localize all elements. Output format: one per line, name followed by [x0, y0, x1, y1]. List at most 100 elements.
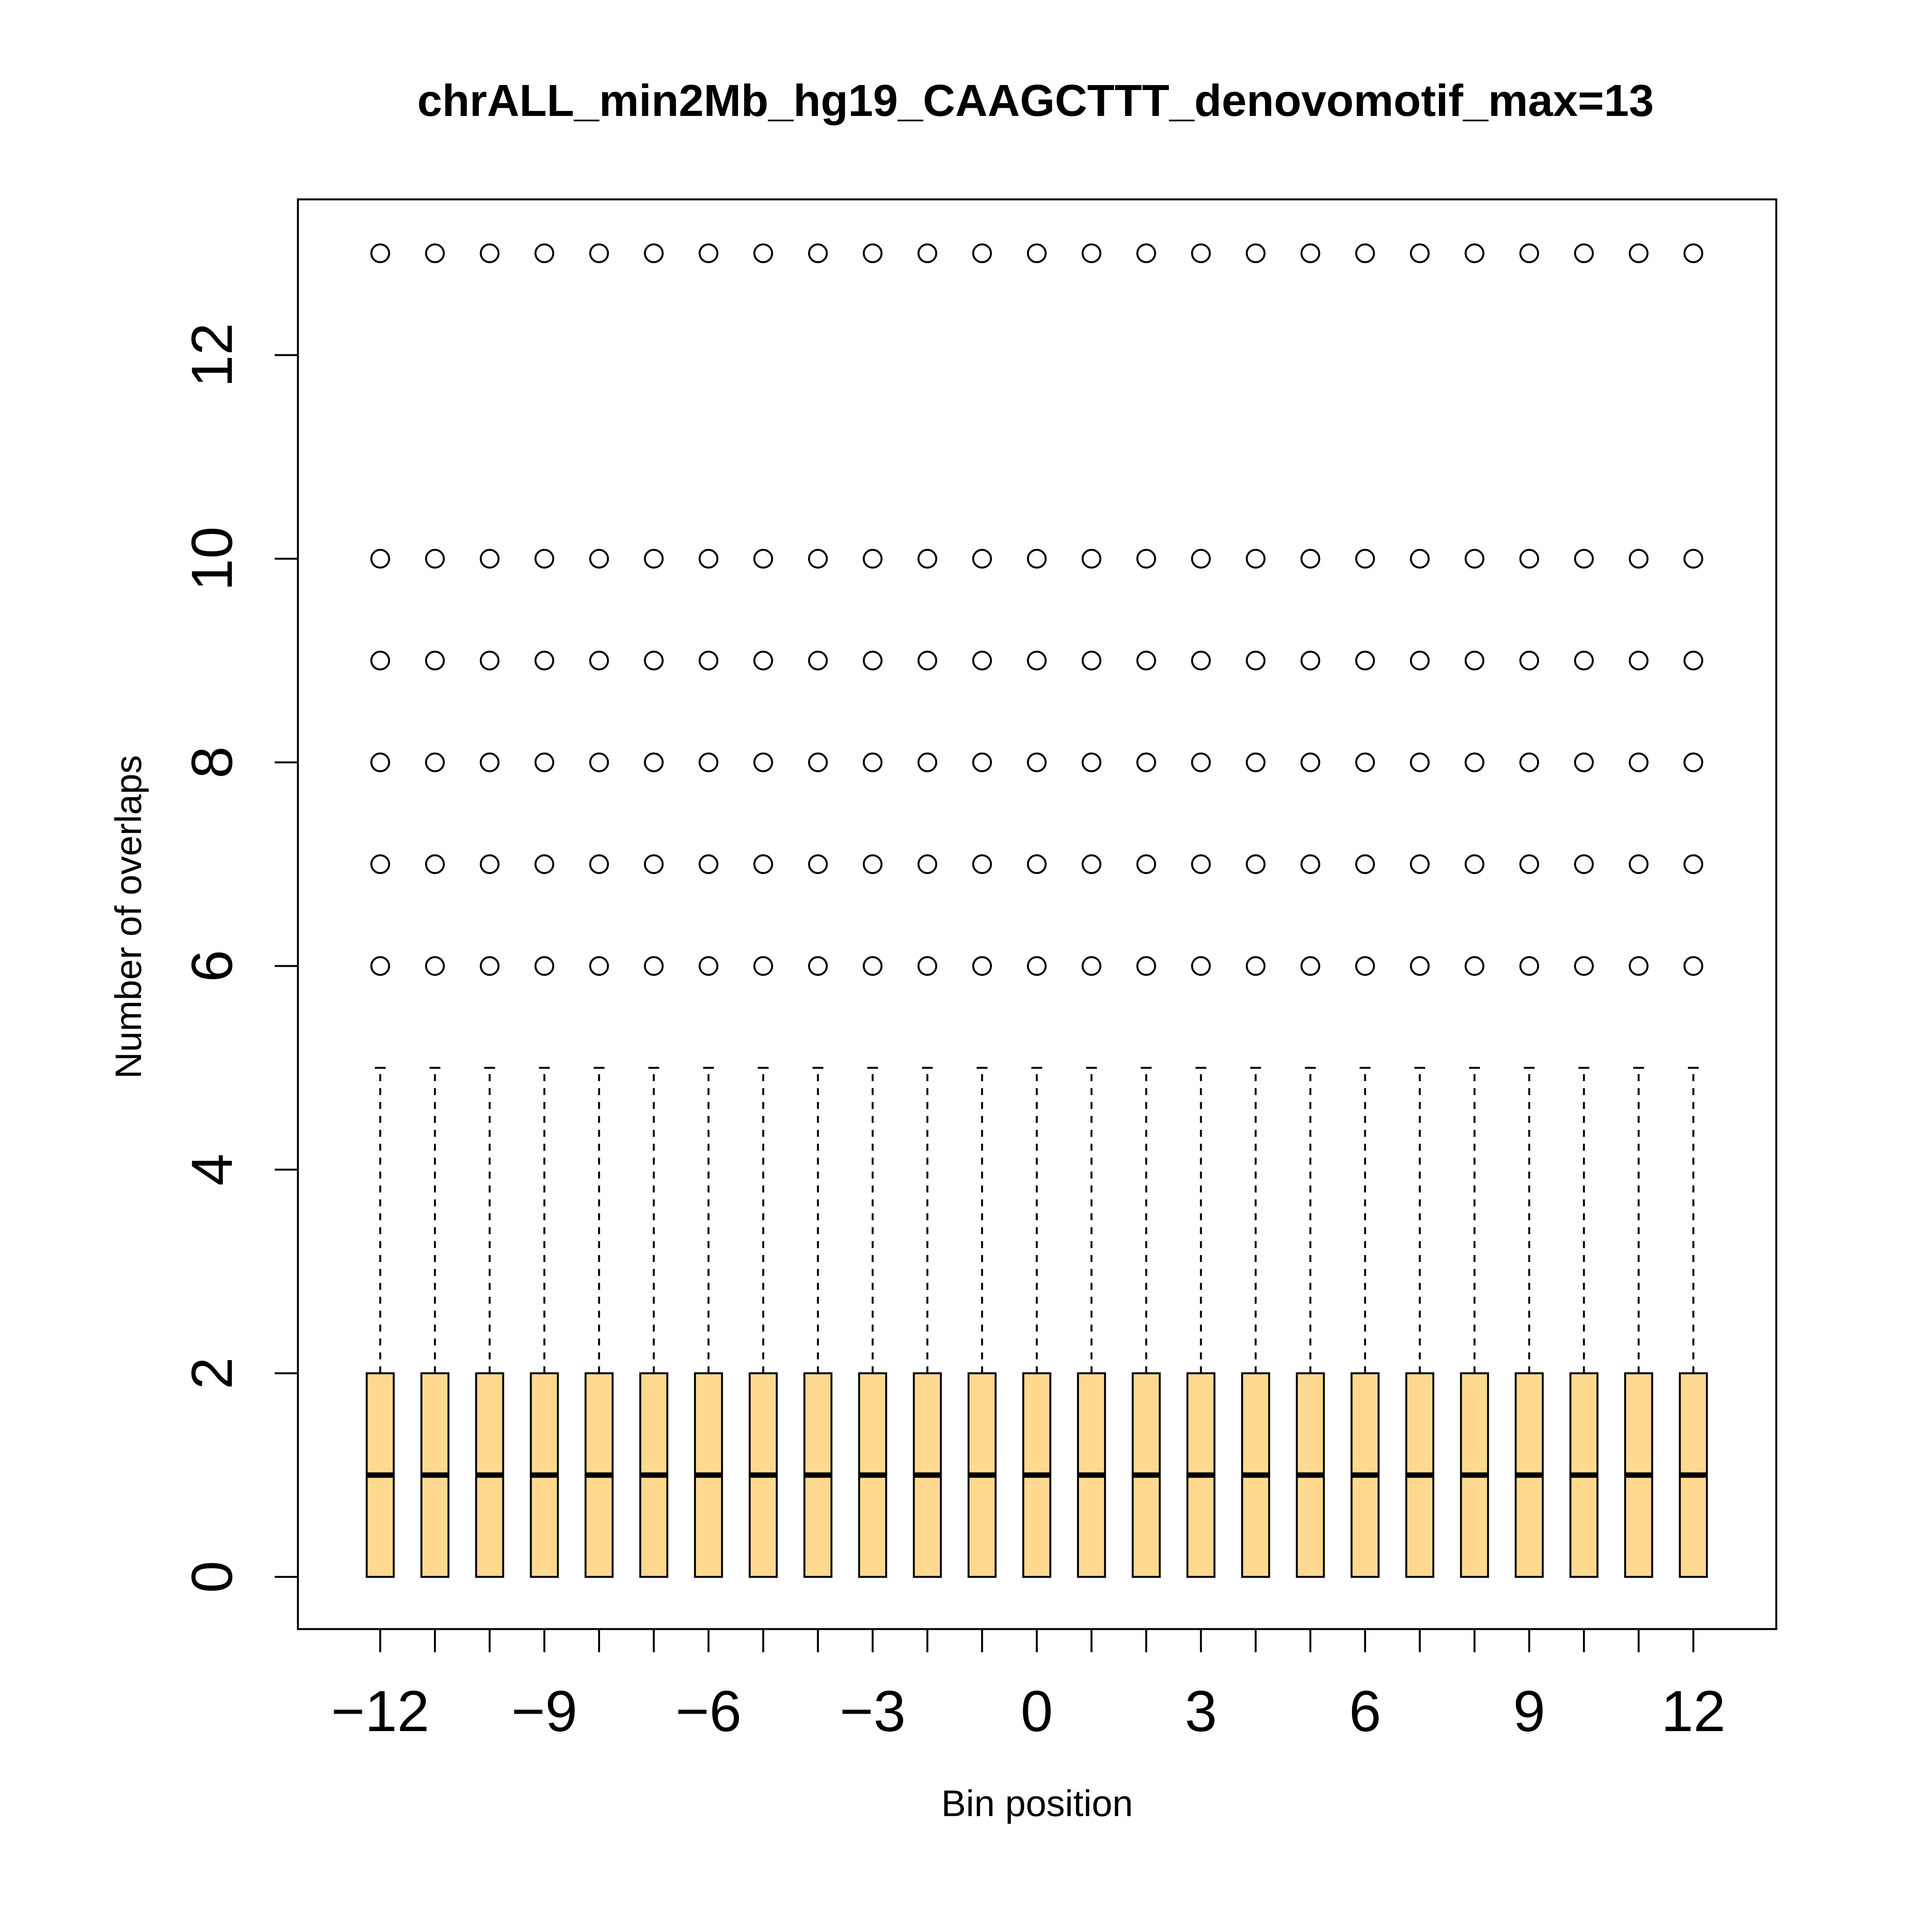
- outlier-point: [862, 651, 883, 670]
- outlier-point: [1191, 651, 1211, 670]
- boxplot--9: [530, 1067, 559, 1578]
- outlier-point: [1683, 243, 1703, 263]
- outlier-point: [370, 752, 390, 772]
- outlier-point: [1464, 752, 1485, 772]
- outlier-point: [1027, 956, 1047, 976]
- boxplot--6: [694, 1067, 723, 1578]
- outlier-point: [808, 752, 828, 772]
- outlier-point: [425, 549, 445, 569]
- outlier-point: [534, 243, 554, 263]
- outlier-point: [425, 956, 445, 976]
- boxplot-7: [1405, 1067, 1434, 1578]
- y-tick-label: 4: [179, 1153, 244, 1185]
- outlier-point: [1629, 956, 1649, 976]
- outlier-point: [753, 243, 773, 263]
- outlier-point: [1410, 956, 1430, 976]
- outlier-point: [1574, 752, 1594, 772]
- outlier-point: [1464, 956, 1485, 976]
- outlier-point: [1136, 651, 1156, 670]
- outlier-point: [1410, 651, 1430, 670]
- x-tick-label: 6: [1349, 1679, 1381, 1743]
- boxplot--4: [803, 1067, 833, 1578]
- x-tick-label: 0: [1020, 1679, 1053, 1743]
- outlier-point: [753, 549, 773, 569]
- outlier-point: [1355, 854, 1375, 874]
- outlier-point: [425, 651, 445, 670]
- outlier-point: [644, 854, 664, 874]
- boxplot--3: [858, 1067, 887, 1578]
- outlier-point: [1683, 651, 1703, 670]
- outlier-point: [1300, 956, 1320, 976]
- outlier-point: [1410, 243, 1430, 263]
- outlier-point: [1574, 651, 1594, 670]
- outlier-point: [917, 549, 937, 569]
- boxplot-2: [1131, 1067, 1161, 1578]
- outlier-point: [1574, 549, 1594, 569]
- boxplot--12: [366, 1067, 395, 1578]
- boxplot-0: [1022, 1067, 1051, 1578]
- outlier-point: [425, 752, 445, 772]
- outlier-point: [699, 651, 719, 670]
- outlier-point: [1082, 243, 1102, 263]
- outlier-point: [917, 243, 937, 263]
- outlier-point: [808, 243, 828, 263]
- boxplot-11: [1624, 1067, 1653, 1578]
- outlier-point: [534, 752, 554, 772]
- y-tick-label: 2: [179, 1357, 244, 1389]
- outlier-point: [1027, 243, 1047, 263]
- x-tick-label: −3: [840, 1679, 906, 1743]
- outlier-point: [972, 651, 992, 670]
- outlier-point: [699, 752, 719, 772]
- outlier-point: [1464, 549, 1485, 569]
- outlier-point: [862, 549, 883, 569]
- y-axis: 0 2 4 6 8 10 12: [179, 323, 299, 1593]
- outlier-point: [1464, 854, 1485, 874]
- outlier-point: [862, 752, 883, 772]
- outlier-point: [753, 854, 773, 874]
- outlier-point: [370, 651, 390, 670]
- outlier-point: [480, 956, 500, 976]
- outlier-point: [1191, 243, 1211, 263]
- box-group: [366, 1067, 1708, 1578]
- outlier-point: [1683, 549, 1703, 569]
- outlier-point: [1136, 549, 1156, 569]
- outlier-point: [1519, 651, 1539, 670]
- outlier-point: [1300, 243, 1320, 263]
- outlier-point: [1410, 752, 1430, 772]
- boxplot--5: [748, 1067, 778, 1578]
- outlier-point: [1246, 956, 1266, 976]
- outlier-group: [370, 243, 1703, 976]
- boxplot-4: [1241, 1067, 1270, 1578]
- outlier-point: [534, 651, 554, 670]
- outlier-point: [644, 752, 664, 772]
- outlier-point: [1355, 651, 1375, 670]
- outlier-point: [589, 243, 609, 263]
- outlier-point: [917, 752, 937, 772]
- outlier-point: [753, 956, 773, 976]
- outlier-point: [480, 752, 500, 772]
- outlier-point: [1027, 752, 1047, 772]
- outlier-point: [1574, 243, 1594, 263]
- outlier-point: [1136, 752, 1156, 772]
- outlier-point: [1629, 854, 1649, 874]
- x-tick-label: −6: [675, 1679, 742, 1743]
- outlier-point: [699, 854, 719, 874]
- outlier-point: [1191, 752, 1211, 772]
- outlier-point: [808, 651, 828, 670]
- outlier-point: [1027, 854, 1047, 874]
- x-tick-label: 9: [1513, 1679, 1545, 1743]
- x-tick-label: −9: [511, 1679, 577, 1743]
- outlier-point: [808, 854, 828, 874]
- chart-title: chrALL_min2Mb_hg19_CAAGCTTT_denovomotif_…: [417, 75, 1654, 126]
- outlier-point: [644, 956, 664, 976]
- outlier-point: [1246, 243, 1266, 263]
- outlier-point: [480, 854, 500, 874]
- outlier-point: [480, 651, 500, 670]
- outlier-point: [1519, 549, 1539, 569]
- boxplot--7: [639, 1067, 668, 1578]
- outlier-point: [972, 752, 992, 772]
- boxplot-6: [1350, 1067, 1380, 1578]
- outlier-point: [1136, 854, 1156, 874]
- outlier-point: [1519, 956, 1539, 976]
- y-tick-label: 8: [179, 746, 244, 778]
